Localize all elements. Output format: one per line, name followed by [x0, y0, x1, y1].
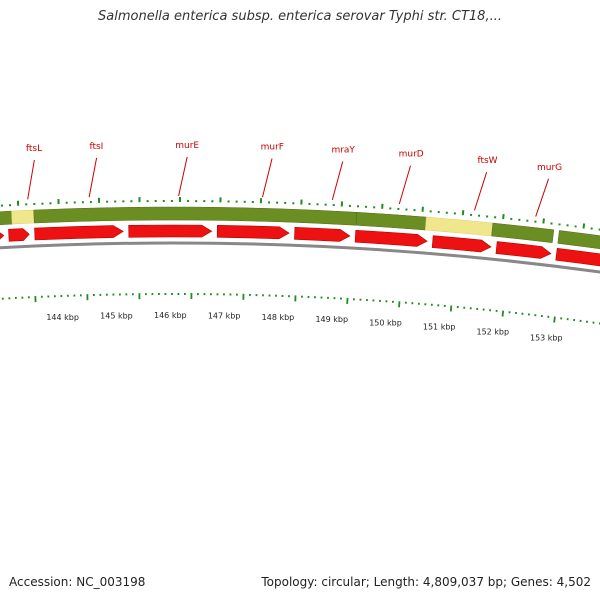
cds-arrow-1 [8, 228, 30, 242]
cds-arrow-0 [0, 232, 5, 240]
topology-text: Topology: circular; Length: 4,809,037 bp… [261, 575, 591, 589]
kbp-label: 151 kbp [423, 323, 456, 332]
feature-band-5 [491, 222, 555, 243]
feature-band-3 [355, 212, 427, 231]
gene-label-murf: murF [261, 143, 284, 153]
feature-band-2 [33, 206, 358, 226]
gene-leader-line [27, 159, 35, 200]
kbp-label: 147 kbp [208, 311, 241, 320]
feature-band-6 [557, 230, 600, 250]
kbp-label: 152 kbp [476, 328, 509, 337]
outer-tick [542, 218, 545, 224]
cds-arrow-9 [555, 247, 600, 267]
accession-text: Accession: NC_003198 [9, 575, 146, 589]
gene-label-ftsw: ftsW [477, 156, 497, 166]
outer-tick [502, 214, 505, 220]
gene-label-mure: murE [175, 141, 199, 151]
inner-tick [553, 316, 556, 323]
gene-label-mray: mraY [331, 145, 355, 155]
inner-tick [501, 310, 505, 317]
kbp-label: 146 kbp [154, 311, 187, 320]
backbone-line [0, 241, 600, 274]
kbp-label: 149 kbp [315, 315, 348, 324]
cds-arrow-4 [216, 225, 290, 240]
gene-leader-line [261, 158, 273, 198]
outer-tick [582, 223, 586, 229]
feature-band-1 [11, 209, 35, 225]
gene-leader-line [331, 161, 344, 201]
gene-label-murd: murD [399, 150, 424, 160]
map-title: Salmonella enterica subsp. enterica sero… [98, 9, 502, 24]
feature-band-0 [0, 210, 13, 225]
kbp-label: 145 kbp [100, 312, 133, 321]
feature-band-4 [424, 216, 494, 237]
cds-arrow-3 [128, 224, 213, 238]
gene-leader-line [398, 165, 411, 205]
kbp-label: 153 kbp [530, 334, 563, 343]
kbp-label: 148 kbp [262, 313, 295, 322]
gene-leader-line [88, 157, 98, 198]
cds-arrow-5 [294, 227, 351, 242]
gene-label-ftsi: ftsI [89, 142, 103, 152]
inner-tick [449, 305, 453, 312]
gene-leader-line [178, 156, 188, 197]
gene-leader-line [535, 178, 550, 217]
kbp-label: 144 kbp [46, 313, 79, 322]
gene-leader-line [474, 172, 488, 211]
gene-label-murg: murG [537, 163, 562, 173]
cds-arrow-7 [431, 235, 492, 253]
cds-arrow-8 [495, 241, 552, 259]
cds-arrow-2 [34, 225, 124, 241]
kbp-label: 150 kbp [369, 318, 402, 327]
gene-label-ftsl: ftsL [26, 144, 42, 154]
cds-arrow-6 [354, 229, 428, 247]
